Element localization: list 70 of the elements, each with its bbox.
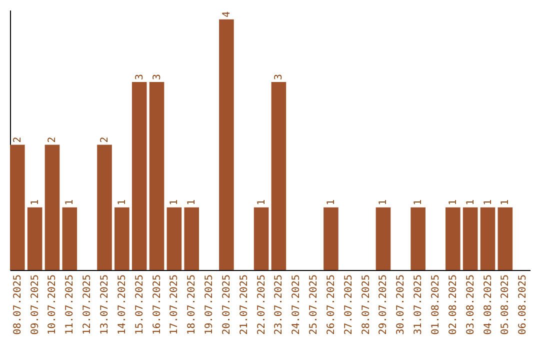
data-label: 1 (465, 199, 476, 206)
bar (219, 19, 234, 270)
bar (480, 207, 496, 270)
x-tick-label: 05.08.2025 (500, 274, 512, 335)
data-label: 3 (134, 74, 146, 80)
x-tick-label: 12.07.2025 (82, 274, 94, 335)
bar (446, 207, 460, 270)
x-tick-label: 14.07.2025 (116, 274, 128, 335)
x-tick-label: 13.07.2025 (100, 274, 111, 335)
bar (44, 144, 60, 270)
x-tick-label: 25.07.2025 (308, 274, 320, 335)
bar (149, 82, 164, 270)
x-tick-label: 15.07.2025 (134, 274, 146, 335)
data-label: 1 (186, 199, 198, 206)
x-tick-label: 29.07.2025 (378, 274, 390, 335)
x-tick-label: 30.07.2025 (396, 274, 407, 335)
x-tick-label: 10.07.2025 (47, 274, 58, 335)
x-tick-label: 31.07.2025 (413, 274, 424, 335)
x-tick-label: 22.07.2025 (256, 274, 268, 335)
data-label: 3 (152, 74, 163, 80)
x-tick-label: 11.07.2025 (64, 274, 76, 335)
x-tick-label: 16.07.2025 (152, 274, 163, 335)
data-label: 1 (448, 199, 459, 206)
x-tick-label: 01.08.2025 (430, 274, 442, 335)
bar (324, 207, 338, 270)
bar (498, 207, 513, 270)
bar (27, 207, 42, 270)
bar (10, 144, 25, 270)
data-label: 2 (100, 136, 111, 143)
bar (410, 207, 426, 270)
bar (97, 144, 112, 270)
bar (271, 82, 286, 270)
bar (166, 207, 182, 270)
x-tick-label: 28.07.2025 (360, 274, 372, 335)
x-tick-label: 03.08.2025 (465, 274, 476, 335)
x-tick-label: 23.07.2025 (274, 274, 285, 335)
data-label: 1 (413, 199, 424, 206)
bar (376, 207, 391, 270)
x-tick-label: 20.07.2025 (221, 274, 232, 335)
data-label: 1 (169, 199, 180, 206)
bar (114, 207, 130, 270)
bar (62, 207, 78, 270)
x-tick-label: 04.08.2025 (482, 274, 494, 335)
data-label: 1 (378, 199, 390, 206)
bar (184, 207, 200, 270)
x-tick-label: 27.07.2025 (343, 274, 354, 335)
data-label: 2 (12, 136, 24, 143)
data-label: 1 (256, 199, 268, 206)
data-label: 4 (221, 11, 232, 18)
data-label: 1 (64, 199, 76, 206)
data-label: 2 (47, 136, 58, 143)
x-tick-label: 02.08.2025 (448, 274, 459, 335)
data-label: 1 (326, 199, 337, 206)
x-tick-label: 24.07.2025 (291, 274, 302, 335)
data-label: 3 (274, 74, 285, 80)
bar (132, 82, 147, 270)
x-tick-label: 17.07.2025 (169, 274, 180, 335)
data-label: 1 (116, 199, 128, 206)
data-label: 1 (500, 199, 512, 206)
bar (254, 207, 269, 270)
x-tick-label: 08.07.2025 (12, 274, 24, 335)
x-tick-label: 21.07.2025 (238, 274, 250, 335)
data-label: 1 (482, 199, 494, 206)
data-label: 1 (30, 199, 41, 206)
x-tick-label: 06.08.2025 (518, 274, 529, 335)
x-tick-label: 18.07.2025 (186, 274, 198, 335)
x-tick-label: 09.07.2025 (30, 274, 41, 335)
x-tick-label: 26.07.2025 (326, 274, 337, 335)
bar (462, 207, 478, 270)
x-tick-label: 19.07.2025 (204, 274, 216, 335)
